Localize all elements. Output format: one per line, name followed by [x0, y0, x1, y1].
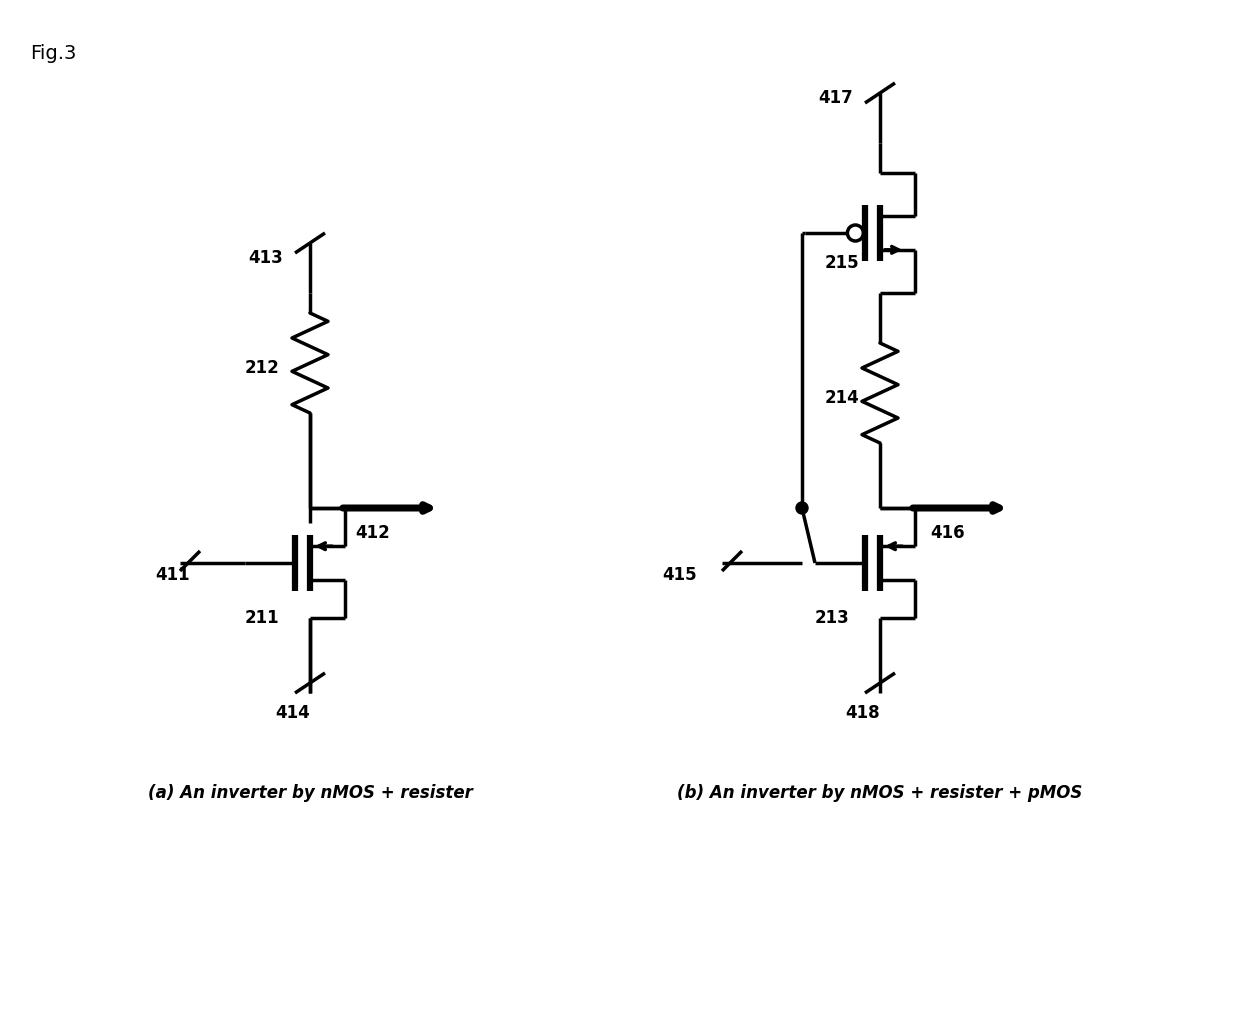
Text: 411: 411	[155, 566, 190, 585]
Circle shape	[796, 502, 808, 514]
Text: (b) An inverter by nMOS + resister + pMOS: (b) An inverter by nMOS + resister + pMO…	[677, 784, 1083, 802]
Text: 418: 418	[844, 704, 879, 722]
Text: 214: 214	[825, 389, 859, 407]
Text: 413: 413	[248, 249, 283, 267]
Text: 213: 213	[815, 609, 849, 627]
Text: Fig.3: Fig.3	[30, 44, 77, 63]
Text: 416: 416	[930, 524, 965, 542]
Text: 212: 212	[246, 359, 280, 377]
Text: 415: 415	[662, 566, 697, 585]
Text: 211: 211	[246, 609, 280, 627]
Text: 412: 412	[355, 524, 389, 542]
Text: 215: 215	[825, 254, 859, 272]
Text: (a) An inverter by nMOS + resister: (a) An inverter by nMOS + resister	[148, 784, 472, 802]
Text: 417: 417	[818, 89, 853, 107]
Text: 414: 414	[275, 704, 310, 722]
